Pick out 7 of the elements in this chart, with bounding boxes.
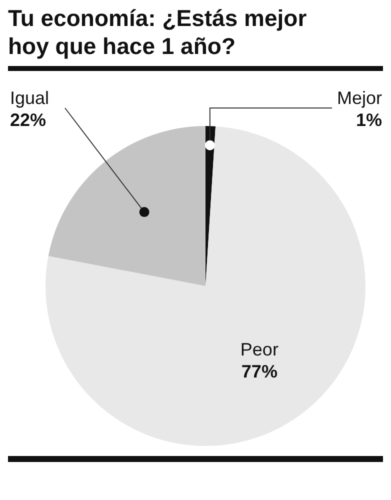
slice-label: Peor — [240, 340, 278, 360]
data-label: 22% — [10, 110, 46, 130]
chart-title: Tu economía: ¿Estás mejor hoy que hace 1 año? — [8, 4, 308, 60]
data-label: 77% — [241, 362, 278, 382]
slice-label: Mejor — [336, 88, 382, 108]
slice-label: Igual — [10, 88, 50, 108]
data-label: 1% — [356, 110, 382, 130]
